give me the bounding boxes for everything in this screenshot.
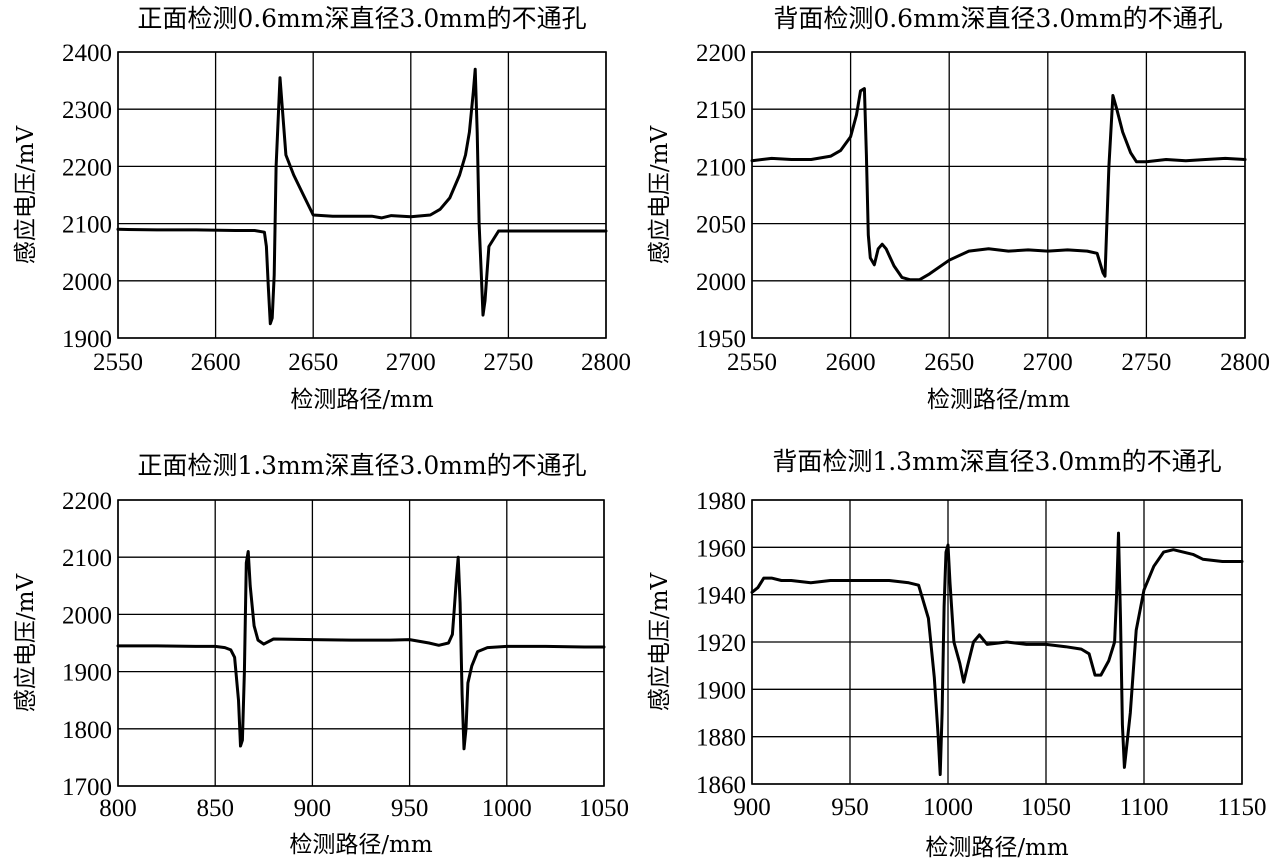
y-tick-label: 1860 (696, 772, 746, 799)
signal-series-line (116, 67, 608, 326)
x-tick-label: 2600 (191, 349, 241, 376)
y-tick-label: 2100 (62, 545, 112, 572)
plot-area-frame (117, 499, 605, 787)
chart-title: 背面检测0.6mm深直径3.0mm的不通孔 (773, 4, 1222, 33)
y-tick-label: 1960 (696, 535, 746, 562)
x-tick-label: 2800 (1220, 349, 1270, 376)
y-axis-label: 感应电压/mV (13, 126, 39, 265)
chart-title: 背面检测1.3mm深直径3.0mm的不通孔 (772, 447, 1221, 476)
y-tick-label: 2400 (62, 40, 112, 67)
signal-series-line (116, 550, 606, 751)
x-tick-label: 900 (294, 795, 332, 822)
x-tick-label: 850 (196, 795, 234, 822)
x-tick-label: 2550 (93, 349, 143, 376)
y-tick-label: 2200 (62, 488, 112, 515)
y-tick-label: 1800 (62, 717, 112, 744)
chart-panel-top-left: 正面检测0.6mm深直径3.0mm的不通孔 2550 2600 2650 2700 275… (13, 4, 631, 413)
y-tick-label: 1900 (62, 326, 112, 353)
x-tick-label: 1150 (1217, 794, 1266, 821)
y-axis-label: 感应电压/mV (647, 573, 673, 712)
plot-area-frame (751, 499, 1243, 785)
x-tick-label: 2750 (1121, 349, 1171, 376)
signal-series-line (750, 531, 1244, 776)
y-tick-label: 1950 (696, 326, 746, 353)
x-tick-label: 2700 (386, 349, 436, 376)
x-tick-label: 900 (733, 794, 771, 821)
plot-area-frame (117, 51, 607, 339)
y-axis-label: 感应电压/mV (13, 574, 39, 713)
x-tick-label: 2800 (581, 349, 631, 376)
y-tick-label: 2000 (62, 269, 112, 296)
chart-title: 正面检测1.3mm深直径3.0mm的不通孔 (137, 451, 586, 480)
x-tick-label: 2650 (288, 349, 338, 376)
y-tick-label: 1900 (696, 677, 746, 704)
y-tick-label: 2000 (696, 269, 746, 296)
y-tick-label: 2200 (62, 154, 112, 181)
x-axis-label: 检测路径/mm (927, 387, 1071, 413)
y-tick-label: 2100 (62, 212, 112, 239)
y-tick-label: 2150 (696, 97, 746, 124)
x-tick-label: 2600 (826, 349, 876, 376)
x-tick-label: 2650 (924, 349, 974, 376)
chart-panel-top-right: 背面检测0.6mm深直径3.0mm的不通孔 2550 2600 2650 2700 275… (647, 4, 1270, 413)
x-axis-label: 检测路径/mm (290, 387, 434, 413)
y-tick-label: 2100 (696, 154, 746, 181)
y-axis-label: 感应电压/mV (647, 126, 673, 265)
x-tick-label: 800 (99, 795, 137, 822)
chart-title: 正面检测0.6mm深直径3.0mm的不通孔 (137, 4, 586, 33)
y-tick-label: 1880 (696, 725, 746, 752)
y-tick-label: 1700 (62, 774, 112, 801)
x-tick-label: 1050 (579, 795, 629, 822)
x-tick-label: 950 (831, 794, 869, 821)
y-tick-label: 1940 (696, 583, 746, 610)
x-tick-label: 1050 (1021, 794, 1071, 821)
x-tick-label: 2700 (1023, 349, 1073, 376)
x-tick-label: 2550 (727, 349, 777, 376)
y-tick-label: 2300 (62, 97, 112, 124)
y-tick-label: 1980 (696, 488, 746, 515)
chart-panel-bottom-left: 正面检测1.3mm深直径3.0mm的不通孔 800 850 900 950 1000 105… (13, 451, 629, 858)
x-tick-label: 1000 (923, 794, 973, 821)
x-axis-label: 检测路径/mm (289, 832, 433, 858)
x-tick-label: 1100 (1119, 794, 1168, 821)
x-tick-label: 950 (391, 795, 429, 822)
y-tick-label: 2000 (62, 602, 112, 629)
y-tick-label: 2050 (696, 212, 746, 239)
x-axis-label: 检测路径/mm (925, 835, 1069, 861)
x-tick-label: 1000 (482, 795, 532, 822)
chart-panel-bottom-right: 背面检测1.3mm深直径3.0mm的不通孔 900 950 1000 1050 1100 1… (647, 447, 1267, 861)
y-tick-label: 2200 (696, 40, 746, 67)
y-tick-label: 1900 (62, 660, 112, 687)
signal-series-line (750, 87, 1247, 282)
y-tick-label: 1920 (696, 630, 746, 657)
plot-area-frame (751, 51, 1246, 339)
x-tick-label: 2750 (483, 349, 533, 376)
